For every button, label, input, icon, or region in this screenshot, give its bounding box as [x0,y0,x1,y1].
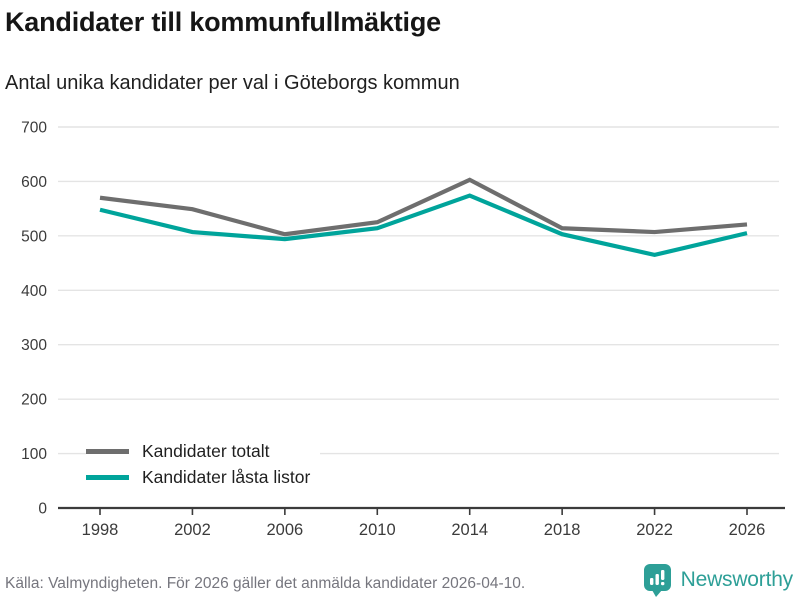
x-tick-label-2014: 2014 [451,521,488,539]
y-tick-label-0: 0 [38,501,47,518]
y-tick-label-300: 300 [21,337,47,354]
x-tick-label-1998: 1998 [82,521,119,539]
legend-item-kandidater-totalt: Kandidater totalt [86,438,321,464]
newsworthy-logo: Newsworthy [643,563,793,597]
source-note: Källa: Valmyndigheten. För 2026 gäller d… [5,575,526,592]
x-tick-label-2018: 2018 [544,521,581,539]
y-tick-label-100: 100 [21,446,47,463]
x-tick-label-2002: 2002 [174,521,211,539]
y-tick-label-400: 400 [21,283,47,300]
x-tick-label-2022: 2022 [636,521,673,539]
x-tick-label-2026: 2026 [729,521,766,539]
y-tick-label-700: 700 [21,120,47,137]
y-tick-label-200: 200 [21,392,47,409]
x-tick-label-2006: 2006 [266,521,303,539]
y-tick-label-500: 500 [21,228,47,245]
y-tick-label-600: 600 [21,174,47,191]
legend-item-kandidater-lasta-listor: Kandidater låsta listor [86,464,321,490]
chart-subtitle: Antal unika kandidater per val i Götebor… [5,72,460,94]
x-tick-label-2010: 2010 [359,521,396,539]
legend-swatch-totalt [86,448,129,454]
legend-swatch-lasta-listor [86,474,129,480]
series-line-kandidater-lasta-listor [99,193,748,258]
newsworthy-wordmark: Newsworthy [680,568,794,591]
newsworthy-bar-chart-icon [643,564,671,597]
legend-label-lasta-listor: Kandidater låsta listor [142,466,311,487]
chart-title: Kandidater till kommunfullmäktige [5,7,441,37]
series-line-kandidater-totalt [99,177,748,237]
chart-legend: Kandidater totalt Kandidater låsta listo… [86,438,321,490]
legend-label-totalt: Kandidater totalt [142,440,270,461]
